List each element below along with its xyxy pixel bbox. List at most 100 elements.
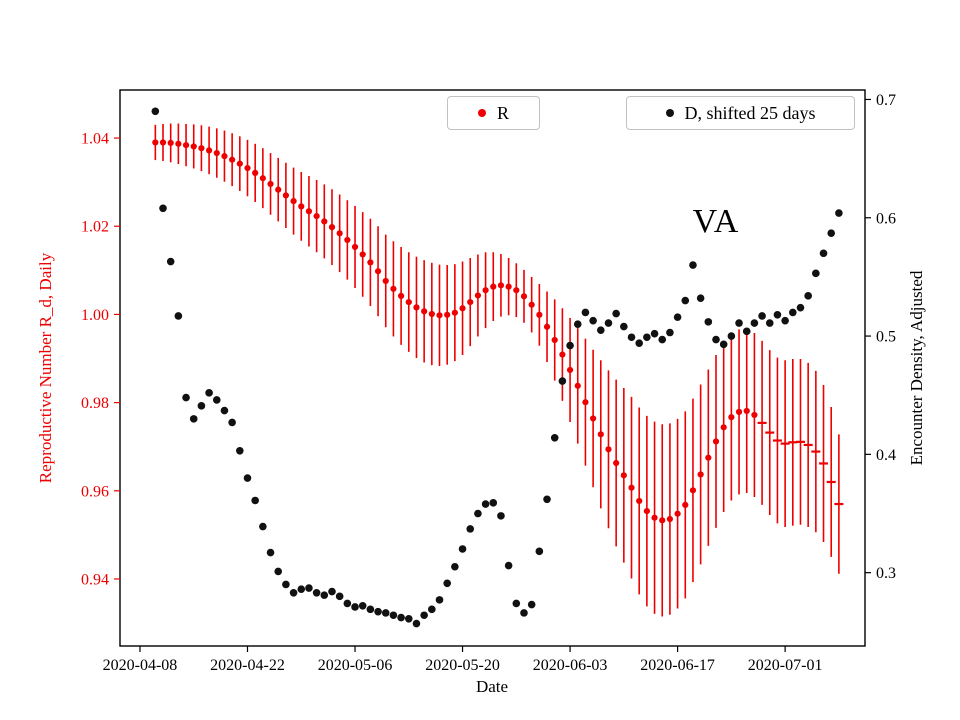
d-marker bbox=[466, 525, 475, 533]
y-left-tick-label: 0.94 bbox=[81, 571, 109, 588]
r-marker bbox=[275, 186, 282, 193]
x-tick-label: 2020-06-17 bbox=[640, 657, 715, 674]
d-marker bbox=[312, 588, 321, 597]
r-marker bbox=[398, 292, 405, 300]
y-right-tick-label: 0.7 bbox=[876, 92, 896, 109]
r-marker bbox=[282, 192, 289, 199]
r-marker bbox=[344, 236, 351, 244]
r-marker bbox=[628, 484, 635, 491]
r-marker bbox=[705, 454, 712, 461]
y-left-tick-label: 1.04 bbox=[81, 131, 109, 148]
d-marker bbox=[443, 579, 451, 588]
r-marker bbox=[405, 298, 412, 306]
r-marker bbox=[559, 351, 566, 358]
d-marker bbox=[266, 548, 275, 557]
r-marker bbox=[620, 472, 627, 479]
x-tick-label: 2020-04-08 bbox=[103, 657, 178, 674]
d-marker bbox=[681, 296, 690, 305]
r-marker bbox=[697, 471, 704, 478]
y-left-tick-label: 1.00 bbox=[81, 307, 109, 324]
y-right-tick-label: 0.5 bbox=[876, 329, 896, 346]
d-marker bbox=[543, 495, 551, 504]
d-marker bbox=[274, 567, 283, 576]
d-marker bbox=[212, 396, 221, 404]
y-right-tick-label: 0.4 bbox=[876, 447, 896, 464]
r-marker bbox=[474, 292, 482, 299]
d-marker bbox=[289, 588, 298, 597]
d-marker bbox=[297, 585, 306, 594]
d-marker bbox=[643, 333, 651, 342]
r-marker bbox=[536, 311, 543, 318]
d-marker bbox=[581, 308, 590, 317]
d-marker bbox=[397, 613, 405, 622]
r-marker bbox=[290, 198, 297, 205]
r-marker bbox=[543, 323, 551, 330]
r-marker bbox=[597, 431, 604, 438]
r-marker bbox=[482, 287, 489, 294]
d-marker bbox=[236, 447, 244, 455]
d-marker bbox=[420, 611, 428, 620]
r-marker bbox=[382, 277, 389, 285]
d-marker bbox=[220, 406, 229, 415]
d-marker bbox=[259, 522, 267, 531]
r-marker bbox=[159, 139, 167, 146]
d-marker bbox=[750, 319, 759, 327]
d-marker bbox=[151, 107, 160, 116]
d-marker bbox=[650, 329, 659, 338]
d-marker bbox=[573, 320, 582, 329]
d-marker bbox=[589, 316, 597, 325]
d-marker bbox=[773, 310, 782, 319]
y-left-tick-label: 0.98 bbox=[81, 395, 109, 412]
d-marker bbox=[504, 561, 513, 570]
x-tick-label: 2020-05-06 bbox=[318, 657, 393, 674]
r-marker bbox=[451, 309, 458, 316]
d-marker bbox=[404, 614, 413, 623]
r-marker bbox=[520, 293, 528, 300]
d-marker bbox=[604, 319, 613, 327]
x-tick-label: 2020-05-20 bbox=[425, 657, 500, 674]
d-marker bbox=[366, 605, 375, 614]
d-marker bbox=[789, 308, 797, 317]
d-marker bbox=[804, 292, 812, 300]
d-marker bbox=[159, 204, 167, 213]
d-marker bbox=[596, 326, 605, 334]
x-tick-label: 2020-07-01 bbox=[748, 657, 823, 674]
d-marker bbox=[228, 418, 236, 427]
r-marker bbox=[321, 218, 328, 225]
r-marker bbox=[735, 408, 743, 415]
r-marker bbox=[666, 515, 674, 523]
d-marker bbox=[374, 607, 382, 616]
d-marker bbox=[796, 303, 805, 312]
r-marker bbox=[444, 311, 451, 318]
d-marker bbox=[620, 322, 628, 331]
r-marker bbox=[175, 140, 182, 147]
r-marker bbox=[328, 224, 336, 231]
d-marker bbox=[282, 580, 290, 589]
d-marker bbox=[535, 547, 544, 556]
r-marker bbox=[359, 251, 366, 258]
r-marker bbox=[651, 514, 658, 521]
y-axis-label-left: Reproductive Number R_d, Daily bbox=[36, 252, 55, 484]
r-marker bbox=[421, 308, 428, 315]
d-marker bbox=[735, 319, 743, 327]
d-marker bbox=[827, 229, 836, 237]
r-marker bbox=[182, 142, 190, 149]
r-marker bbox=[551, 336, 558, 344]
r-marker bbox=[336, 230, 343, 237]
d-marker bbox=[812, 269, 820, 278]
d-marker bbox=[566, 341, 574, 350]
r-marker bbox=[390, 285, 397, 292]
d-marker bbox=[612, 309, 620, 318]
d-marker bbox=[351, 603, 359, 611]
r-marker bbox=[213, 149, 220, 157]
state-annotation: VA bbox=[692, 203, 740, 240]
d-marker bbox=[635, 339, 643, 347]
r-marker bbox=[505, 283, 512, 290]
x-axis-label: Date bbox=[475, 677, 509, 696]
d-marker bbox=[742, 327, 751, 336]
legend-d: D, shifted 25 days bbox=[626, 96, 855, 130]
d-marker bbox=[189, 415, 198, 423]
r-marker bbox=[566, 366, 574, 374]
